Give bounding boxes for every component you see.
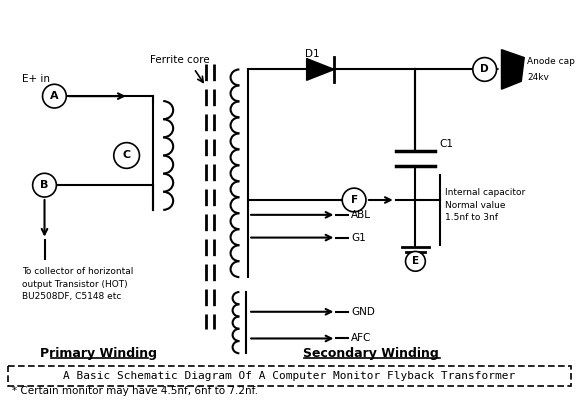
Text: G1: G1 (351, 232, 366, 242)
Text: E+ in: E+ in (22, 74, 50, 84)
Text: Secondary Winding: Secondary Winding (303, 347, 439, 360)
Polygon shape (501, 50, 524, 89)
Text: C1: C1 (439, 139, 453, 149)
Text: A Basic Schematic Diagram Of A Computer Monitor Flyback Transformer: A Basic Schematic Diagram Of A Computer … (63, 371, 515, 381)
Text: To collector of horizontal
output Transistor (HOT)
BU2508DF, C5148 etc: To collector of horizontal output Transi… (22, 267, 133, 301)
Text: D: D (480, 64, 489, 74)
Text: 24kv: 24kv (527, 73, 549, 82)
Text: Primary Winding: Primary Winding (40, 347, 157, 360)
Text: F: F (350, 195, 357, 205)
Circle shape (113, 143, 139, 168)
Text: C: C (122, 150, 130, 160)
Circle shape (405, 252, 425, 271)
Text: Internal capacitor
Normal value
1.5nf to 3nf: Internal capacitor Normal value 1.5nf to… (445, 188, 525, 222)
Text: AFC: AFC (351, 334, 371, 344)
Text: Anode cap: Anode cap (527, 57, 575, 66)
Circle shape (342, 188, 366, 212)
Text: Ferrite core: Ferrite core (150, 54, 210, 64)
Circle shape (43, 84, 66, 108)
Text: * Certain monitor may have 4.5nf, 6nf to 7.2nf.: * Certain monitor may have 4.5nf, 6nf to… (12, 386, 258, 396)
Text: E: E (412, 256, 419, 266)
Text: B: B (40, 180, 49, 190)
Text: ABL: ABL (351, 210, 371, 220)
FancyBboxPatch shape (8, 366, 571, 386)
Text: D1: D1 (305, 49, 320, 59)
Text: A: A (50, 91, 58, 101)
Polygon shape (307, 58, 334, 80)
Circle shape (33, 173, 56, 197)
Circle shape (473, 58, 497, 81)
Text: GND: GND (351, 307, 375, 317)
